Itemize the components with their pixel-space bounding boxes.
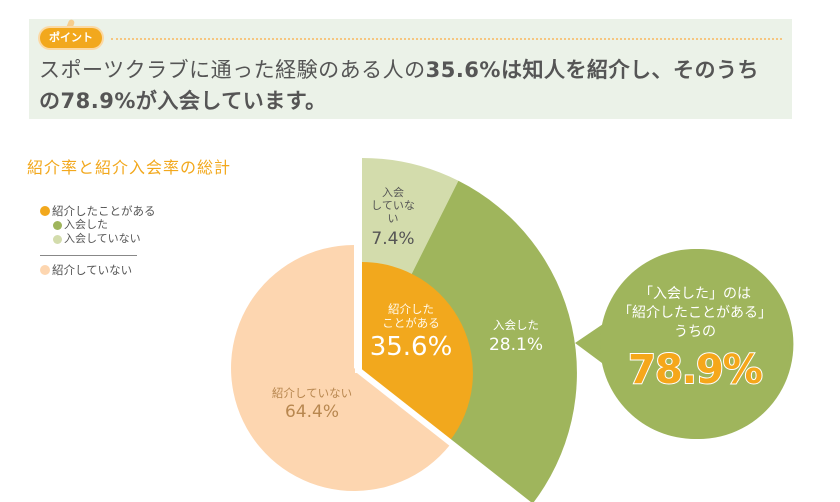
legend-item-not-introduced: 紹介していない <box>40 263 156 277</box>
label-not-introduced: 紹介していない 64.4% <box>271 386 353 422</box>
legend-label: 紹介したことがある <box>52 204 156 218</box>
point-text-bold-1: 35.6%は知人を紹介し、そのうち <box>425 58 759 82</box>
point-text: スポーツクラブに通った経験のある人の35.6%は知人を紹介し、そのうち の78.… <box>39 55 782 117</box>
bubble-text: 「入会した」のは 「紹介したことがある」 うちの 78.9% <box>600 285 790 398</box>
point-text-bold-2: の78.9%が入会しています。 <box>39 89 327 113</box>
legend-item-joined: 入会した <box>40 218 156 232</box>
orange-dot-icon <box>40 206 50 216</box>
legend-divider <box>40 255 137 256</box>
bubble-value: 78.9% <box>627 346 764 394</box>
point-badge: ポイント <box>40 28 102 48</box>
peach-dot-icon <box>40 265 50 275</box>
slice-introduced <box>362 262 473 442</box>
dotted-divider <box>111 38 782 40</box>
point-box: ポイント スポーツクラブに通った経験のある人の35.6%は知人を紹介し、そのうち… <box>29 18 792 119</box>
label-not-joined: 入会 していない 7.4% <box>371 186 415 249</box>
point-text-prefix: スポーツクラブに通った経験のある人の <box>39 58 426 82</box>
slice-not-introduced <box>231 245 451 491</box>
legend: 紹介したことがある 入会した 入会していない 紹介していない <box>40 204 156 277</box>
chart-title: 紹介率と紹介入会率の総計 <box>27 158 232 177</box>
separator <box>356 367 531 502</box>
legend-label: 紹介していない <box>52 263 133 277</box>
light-green-dot-icon <box>53 234 62 244</box>
legend-label: 入会していない <box>64 232 141 245</box>
legend-item-introduced: 紹介したことがある <box>40 204 156 218</box>
slice-joined <box>362 180 577 502</box>
speech-bubble-circle <box>600 249 790 439</box>
label-joined: 入会した 28.1% <box>488 318 543 355</box>
green-dot-icon <box>53 220 62 230</box>
legend-item-not-joined: 入会していない <box>40 232 156 246</box>
legend-label: 入会した <box>64 218 108 231</box>
label-introduced: 紹介した ことがある 35.6% <box>369 302 453 362</box>
